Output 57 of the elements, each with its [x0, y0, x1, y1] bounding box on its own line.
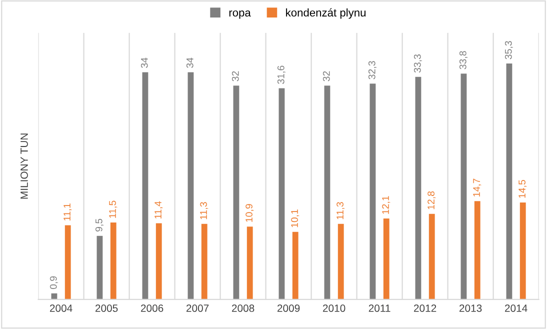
data-label: 14,5 [518, 180, 527, 198]
bar [474, 201, 480, 300]
x-tick-label: 2013 [459, 304, 482, 312]
bar [506, 64, 512, 300]
bar [428, 214, 435, 300]
bar [415, 76, 422, 300]
x-tick-label: 2010 [322, 304, 346, 312]
data-label: 10,9 [246, 204, 254, 222]
x-tick-label: 2005 [95, 304, 118, 312]
bar [292, 232, 298, 300]
bar [278, 88, 285, 300]
x-tick-label: 2011 [368, 304, 390, 312]
data-label: 10,1 [291, 209, 300, 228]
x-tick-label: 2014 [504, 304, 528, 312]
bar [64, 225, 71, 300]
bar [142, 72, 148, 300]
bar [233, 86, 240, 300]
x-tick-label: 2008 [232, 304, 254, 312]
data-label: 31,6 [277, 66, 286, 84]
data-label: 33,3 [414, 54, 422, 73]
data-label: 35,3 [504, 41, 513, 60]
bar [324, 86, 330, 300]
y-axis-title: MILIONY TUN [20, 134, 28, 199]
data-label: 0,9 [50, 276, 58, 289]
data-label: 12,8 [428, 191, 436, 210]
bar [383, 218, 390, 300]
bar [460, 74, 467, 300]
data-label: 32 [232, 71, 239, 82]
bar [338, 224, 344, 300]
bar [96, 236, 103, 300]
x-tick-label: 2012 [414, 304, 436, 312]
data-label: 11,5 [109, 200, 118, 218]
data-label: 9,5 [95, 218, 104, 232]
data-label: 12,1 [382, 196, 390, 214]
legend-label: ropa [229, 10, 251, 19]
data-label: 11,3 [200, 202, 208, 220]
bar [246, 226, 253, 300]
data-label: 11,4 [154, 201, 163, 218]
bar [201, 224, 208, 300]
x-tick-label: 2007 [186, 304, 209, 312]
x-tick-label: 2004 [50, 304, 72, 312]
data-label: 33,8 [459, 51, 468, 70]
bar [520, 202, 526, 300]
x-tick-label: 2006 [140, 304, 164, 312]
bar [110, 222, 116, 300]
data-label: 34 [186, 58, 194, 68]
bar [156, 223, 162, 300]
data-label: 11,1 [64, 204, 72, 220]
data-label: 34 [140, 58, 148, 68]
legend-label: kondenzát plynu [286, 8, 366, 19]
data-label: 11,3 [336, 202, 345, 220]
bar [370, 84, 376, 300]
data-label: 32,3 [368, 61, 376, 80]
x-tick-label: 2009 [277, 304, 300, 312]
bar [188, 72, 194, 300]
data-label: 32 [322, 71, 330, 82]
data-label: 14,7 [473, 178, 482, 196]
